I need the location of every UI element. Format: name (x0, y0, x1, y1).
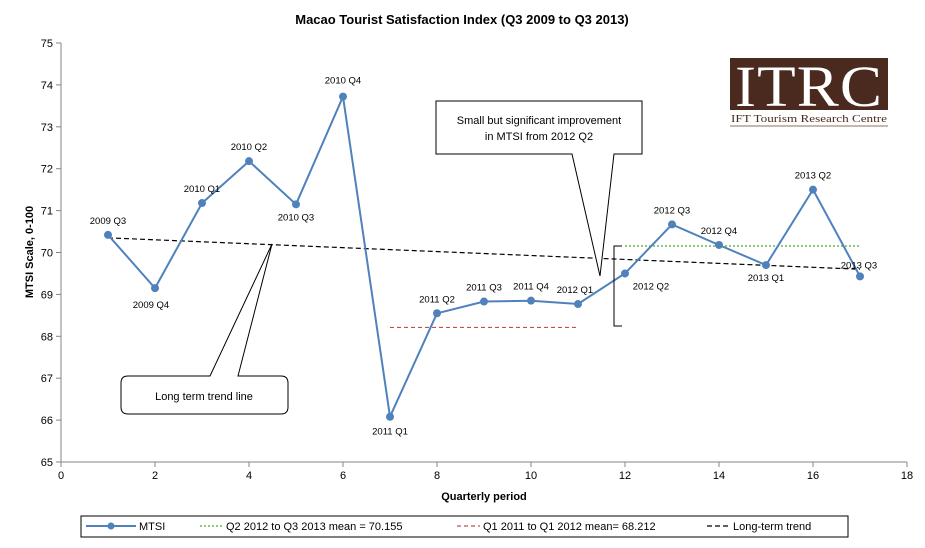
point-label: 2010 Q4 (325, 76, 361, 87)
x-tick-label: 18 (901, 470, 913, 482)
point-label: 2013 Q1 (748, 273, 784, 284)
series-mtsi-point (762, 261, 770, 270)
logo-sub-text: IFT Tourism Research Centre (731, 113, 887, 125)
chart-title: Macao Tourist Satisfaction Index (Q3 200… (295, 12, 629, 27)
series-mtsi-point (386, 412, 394, 421)
series-mtsi-point (292, 200, 300, 209)
point-label: 2013 Q2 (795, 171, 831, 182)
series-mtsi-point (621, 269, 629, 278)
itrc-logo: ITRC IFT Tourism Research Centre (730, 54, 888, 127)
point-label: 2011 Q4 (513, 282, 549, 293)
callout-improvement-line-2: in MTSI from 2012 Q2 (485, 131, 593, 143)
improvement-bracket (613, 245, 622, 327)
series-mtsi-point (715, 240, 723, 249)
legend-label-earlier-mean: Q1 2011 to Q1 2012 mean= 68.212 (483, 521, 656, 533)
legend-label-mtsi: MTSI (139, 521, 165, 533)
series-mtsi-point (856, 272, 864, 281)
series-mtsi-point (245, 157, 253, 166)
x-tick-label: 16 (807, 470, 819, 482)
legend-item-trend: Long-term trend (707, 521, 811, 533)
series-mtsi-point (809, 185, 817, 194)
series-trend-line (107, 237, 861, 270)
series-mtsi-point (480, 297, 488, 306)
point-label: 2010 Q3 (278, 212, 314, 223)
point-label: 2011 Q3 (466, 283, 502, 294)
callout-trend-box (120, 243, 289, 415)
legend-item-mtsi: MTSI (86, 521, 165, 533)
y-tick-label: 65 (41, 457, 53, 469)
legend-item-earlier-mean: Q1 2011 to Q1 2012 mean= 68.212 (457, 521, 656, 533)
point-label: 2012 Q3 (654, 205, 690, 216)
x-tick-label: 10 (525, 470, 537, 482)
point-label: 2009 Q4 (133, 300, 169, 311)
y-tick-label: 67 (41, 373, 53, 385)
callout-trend-text: Long term trend line (155, 391, 253, 403)
logo-main-text: ITRC (735, 54, 883, 119)
callout-improvement-line-1: Small but significant improvement (457, 115, 621, 127)
y-tick-label: 71 (41, 206, 53, 218)
series-mtsi-point (104, 230, 112, 239)
x-axis-label: Quarterly period (441, 491, 527, 503)
y-tick-label: 72 (41, 164, 53, 176)
series-mtsi-point (151, 284, 159, 293)
callout-improvement-box (435, 100, 643, 277)
y-axis-label: MTSI Scale, 0-100 (24, 206, 36, 298)
point-label: 2012 Q1 (557, 285, 593, 296)
logo-background (730, 58, 888, 110)
point-label: 2011 Q2 (419, 294, 455, 305)
y-tick-label: 75 (41, 38, 53, 50)
series-mtsi-point (527, 296, 535, 305)
x-tick-label: 4 (246, 470, 252, 482)
x-tick-label: 2 (152, 470, 158, 482)
x-tick-label: 8 (434, 470, 440, 482)
legend-label-recent-mean: Q2 2012 to Q3 2013 mean = 70.155 (226, 521, 402, 533)
callout-trend: Long term trend line (120, 243, 289, 415)
y-tick-label: 70 (41, 248, 53, 260)
legend: MTSI Q2 2012 to Q3 2013 mean = 70.155 Q1… (80, 515, 849, 538)
series-mtsi-point (433, 309, 441, 318)
legend-item-recent-mean: Q2 2012 to Q3 2013 mean = 70.155 (200, 521, 402, 533)
series-mtsi-point (574, 300, 582, 309)
y-tick-label: 69 (41, 289, 53, 301)
point-label: 2010 Q2 (231, 142, 267, 153)
point-label: 2012 Q4 (701, 226, 737, 237)
legend-label-trend: Long-term trend (733, 521, 811, 533)
y-tick-label: 74 (41, 80, 53, 92)
x-tick-label: 0 (58, 470, 64, 482)
point-label: 2012 Q2 (633, 281, 669, 292)
x-tick-label: 12 (619, 470, 631, 482)
point-label: 2009 Q3 (90, 216, 126, 227)
y-tick-label: 66 (41, 415, 53, 427)
x-tick-label: 14 (713, 470, 725, 482)
callout-improvement: Small but significant improvement in MTS… (435, 100, 643, 277)
series-mtsi-point (668, 220, 676, 229)
plot-area: 2009 Q3 2009 Q4 2010 Q1 2010 Q2 2010 Q3 2010 … (90, 76, 877, 438)
y-tick-label: 73 (41, 122, 53, 134)
x-tick-label: 6 (340, 470, 346, 482)
legend-marker-mtsi (107, 522, 115, 530)
y-tick-label: 68 (41, 331, 53, 343)
point-label: 2013 Q3 (841, 260, 877, 271)
point-label: 2010 Q1 (184, 184, 220, 195)
point-label: 2011 Q1 (372, 427, 408, 438)
series-mtsi-point (198, 199, 206, 208)
series-mtsi-point (339, 92, 347, 101)
